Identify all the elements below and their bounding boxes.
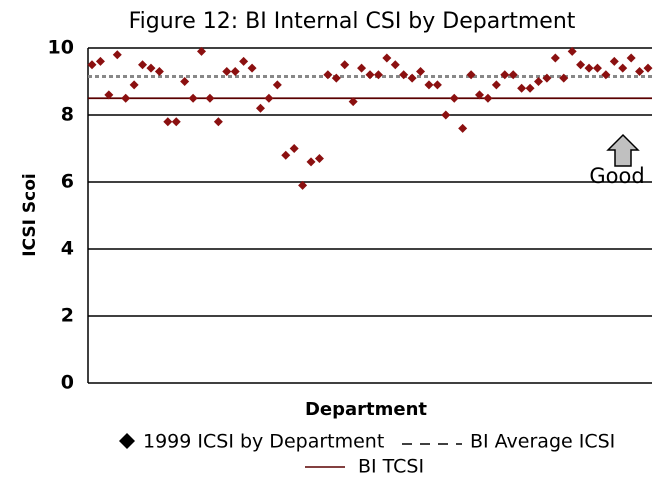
- point: [508, 70, 518, 80]
- legend-label: 1999 ICSI by Department: [143, 431, 384, 453]
- point: [230, 66, 240, 76]
- point: [567, 46, 577, 56]
- point: [255, 103, 265, 113]
- y-axis-label: ICSI Scoi: [20, 173, 40, 256]
- point: [373, 70, 383, 80]
- point: [289, 144, 299, 153]
- point: [584, 63, 594, 73]
- point: [306, 157, 316, 167]
- point: [407, 73, 417, 83]
- point: [517, 83, 527, 93]
- point: [609, 56, 619, 66]
- point: [180, 77, 190, 86]
- point: [272, 80, 282, 90]
- point: [390, 60, 400, 70]
- annotation: Good: [589, 164, 644, 188]
- point: [104, 90, 114, 100]
- point: [357, 63, 367, 73]
- point: [95, 56, 105, 66]
- point: [129, 80, 139, 90]
- point: [197, 46, 207, 56]
- y-tick-label: 2: [61, 305, 74, 327]
- point: [483, 93, 493, 103]
- x-axis-label: Department: [305, 399, 427, 420]
- point: [138, 60, 148, 70]
- point: [205, 93, 215, 103]
- point: [416, 66, 426, 76]
- point: [432, 80, 442, 90]
- point: [247, 63, 257, 73]
- point: [264, 93, 274, 103]
- point: [213, 117, 223, 127]
- point: [239, 56, 249, 66]
- point: [626, 53, 636, 63]
- good-arrow: [606, 133, 640, 167]
- legend-marker: [119, 433, 135, 449]
- point: [542, 73, 552, 83]
- point: [323, 70, 333, 80]
- point: [154, 66, 164, 76]
- point: [576, 60, 586, 70]
- point: [559, 73, 569, 83]
- point: [618, 63, 628, 73]
- point: [146, 63, 156, 73]
- point: [466, 70, 476, 80]
- point: [635, 66, 645, 76]
- point: [382, 53, 392, 63]
- point: [550, 53, 560, 63]
- point: [314, 154, 324, 164]
- point: [348, 97, 358, 107]
- point: [491, 80, 501, 90]
- y-tick-label: 6: [61, 171, 74, 193]
- y-tick-label: 4: [61, 238, 74, 260]
- point: [331, 73, 341, 83]
- point: [525, 83, 535, 93]
- point: [643, 63, 653, 73]
- point: [340, 60, 350, 70]
- point: [121, 93, 131, 103]
- point: [281, 150, 291, 160]
- point: [533, 77, 543, 86]
- point: [475, 90, 485, 100]
- legend-label: BI Average ICSI: [470, 431, 615, 453]
- point: [399, 70, 409, 80]
- point: [365, 70, 375, 80]
- chart-title: Figure 12: BI Internal CSI by Department: [129, 9, 576, 34]
- point: [163, 117, 173, 127]
- point: [112, 50, 122, 60]
- point: [424, 80, 434, 90]
- y-tick-label: 8: [61, 104, 74, 126]
- point: [298, 180, 308, 190]
- point: [171, 117, 181, 127]
- point: [500, 70, 510, 80]
- point: [592, 63, 602, 73]
- point: [458, 123, 468, 133]
- legend-label: BI TCSI: [358, 456, 424, 478]
- point: [441, 110, 451, 120]
- point: [188, 93, 198, 103]
- point: [87, 60, 97, 70]
- point: [449, 93, 459, 103]
- y-tick-label: 0: [61, 372, 74, 394]
- point: [222, 66, 232, 76]
- point: [601, 70, 611, 80]
- y-tick-label: 10: [48, 37, 74, 59]
